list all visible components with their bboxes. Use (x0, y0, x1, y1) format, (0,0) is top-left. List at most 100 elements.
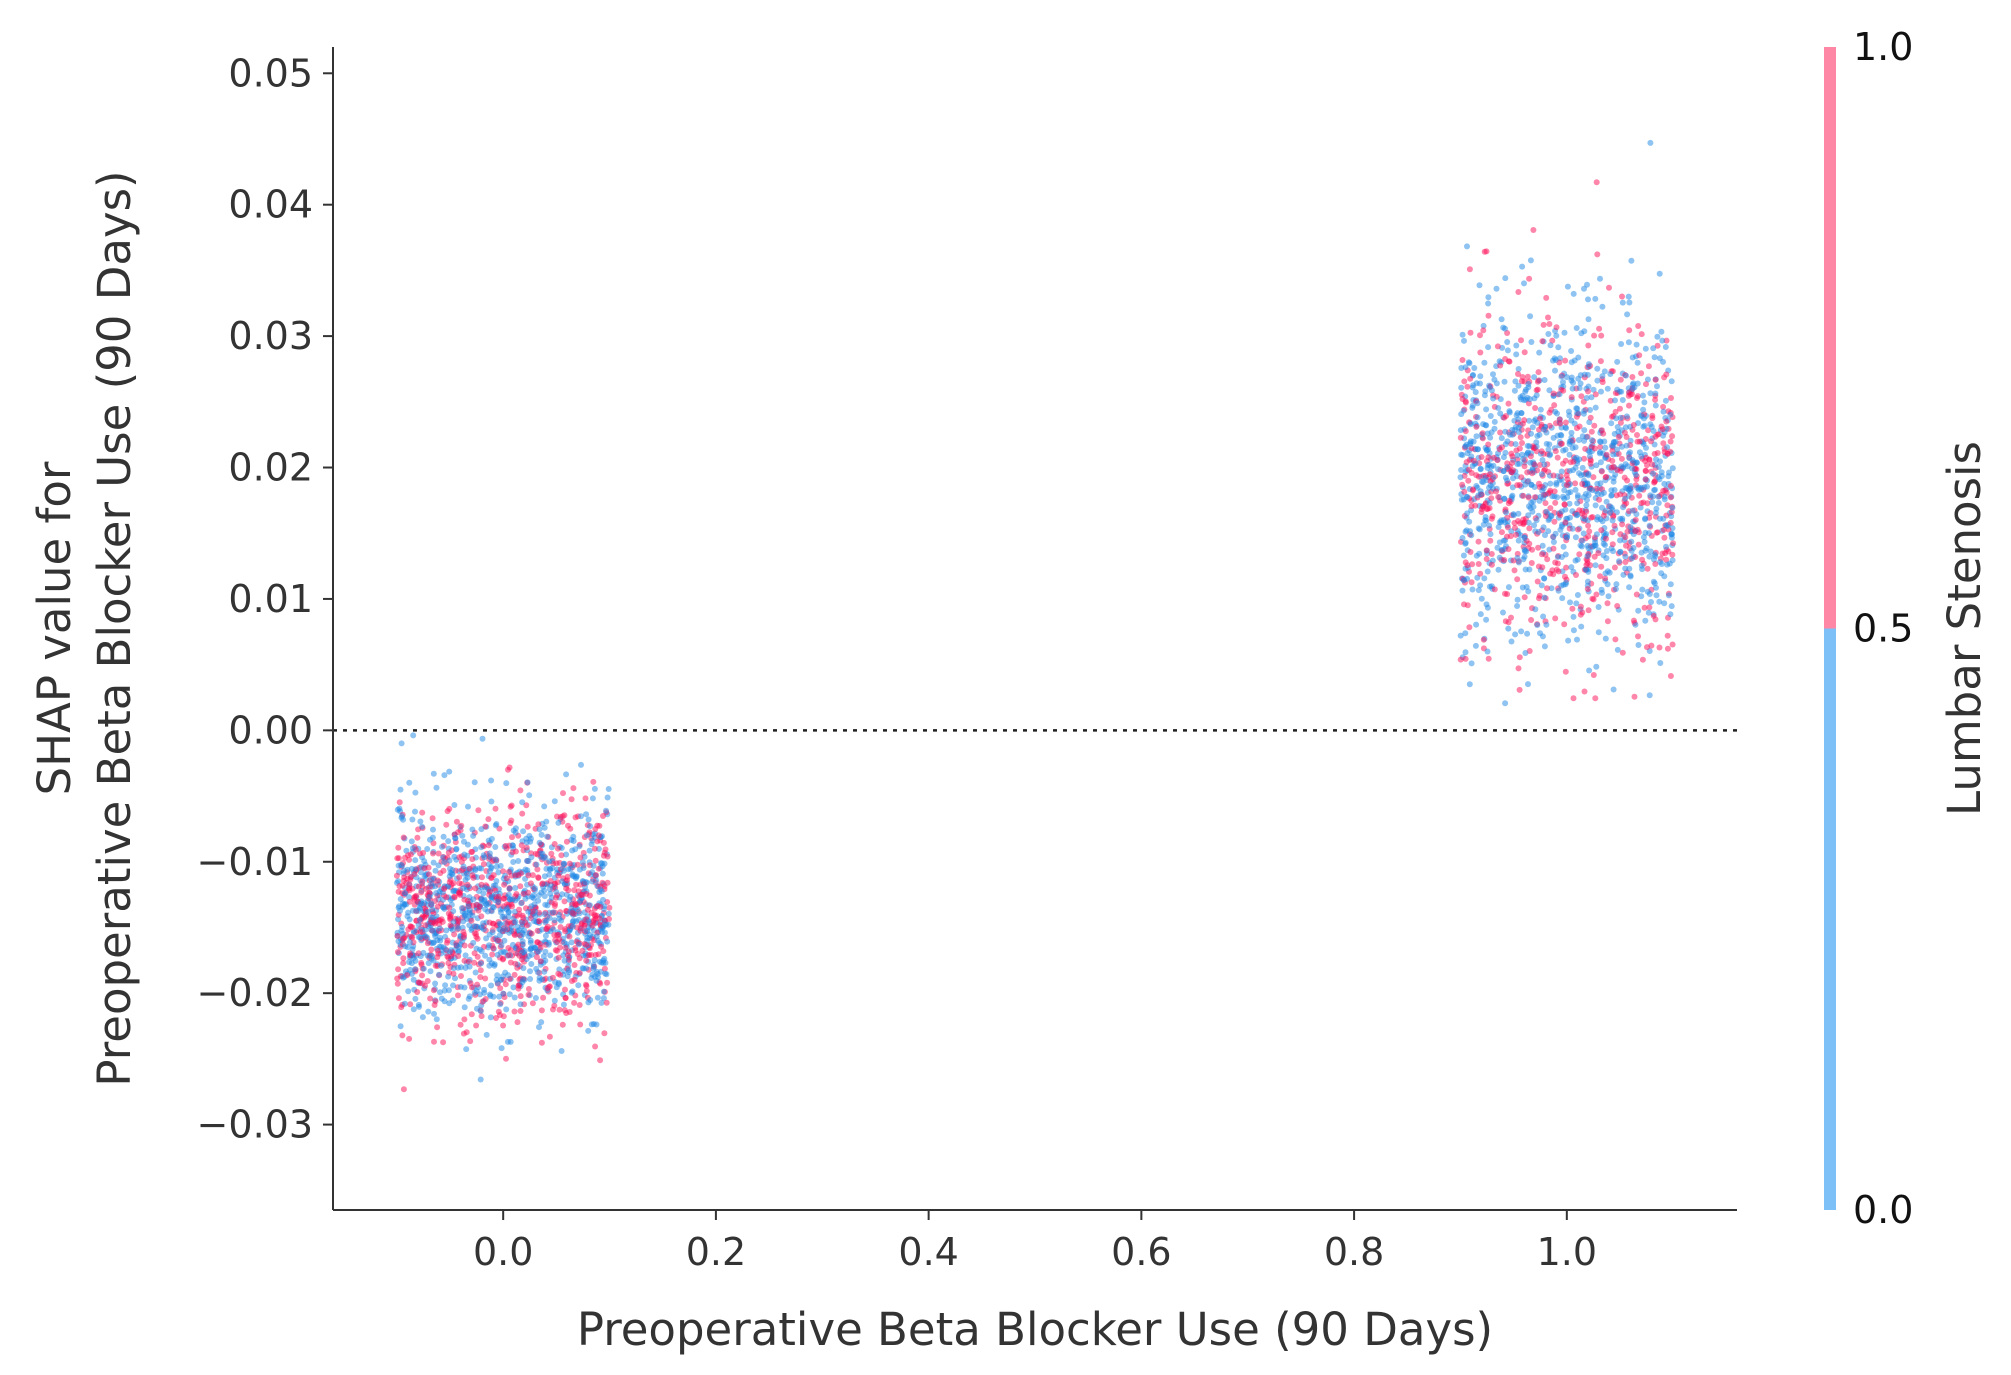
scatter-point (509, 941, 516, 948)
scatter-point (533, 861, 540, 868)
scatter-point (399, 930, 406, 937)
scatter-point (472, 885, 479, 892)
scatter-point (543, 917, 550, 924)
scatter-point (1495, 524, 1502, 530)
scatter-point (411, 871, 418, 878)
scatter-point (488, 798, 495, 805)
scatter-point (450, 970, 457, 977)
scatter-point (1659, 426, 1666, 433)
scatter-point (601, 860, 608, 867)
scatter-point (1598, 468, 1605, 475)
scatter-point (1562, 457, 1569, 464)
scatter-point (1668, 603, 1675, 610)
scatter-point (398, 861, 405, 868)
scatter-point (1552, 499, 1559, 506)
scatter-point (1652, 486, 1658, 493)
scatter-point (1655, 431, 1662, 438)
scatter-point (465, 803, 471, 810)
scatter-point (1473, 472, 1480, 479)
scatter-point (1632, 471, 1639, 478)
scatter-point (1627, 437, 1634, 444)
scatter-point (585, 816, 592, 823)
scatter-point (1619, 293, 1625, 300)
scatter-point (1570, 613, 1577, 620)
scatter-point (519, 938, 526, 945)
scatter-point (424, 846, 431, 852)
scatter-point (1609, 529, 1616, 536)
scatter-point (1471, 365, 1478, 371)
scatter-point (582, 795, 589, 802)
scatter-point (1669, 465, 1676, 472)
scatter-point (438, 995, 445, 1002)
scatter-point (517, 883, 524, 890)
scatter-point (1594, 480, 1601, 487)
scatter-point (573, 881, 580, 888)
scatter-point (558, 852, 565, 859)
scatter-point (1483, 547, 1490, 554)
scatter-point (1495, 466, 1502, 473)
scatter-point (601, 1030, 608, 1037)
scatter-point (1654, 529, 1661, 536)
scatter-point (461, 957, 468, 964)
scatter-point (439, 843, 445, 850)
scatter-point (531, 901, 538, 908)
scatter-point (579, 947, 586, 954)
scatter-point (509, 903, 515, 910)
scatter-point (1567, 489, 1574, 496)
scatter-point (1563, 425, 1569, 432)
scatter-point (453, 845, 460, 852)
scatter-point (1603, 531, 1610, 537)
scatter-point (1466, 681, 1473, 688)
scatter-point (555, 981, 562, 988)
scatter-point (1645, 427, 1652, 434)
scatter-point (1540, 426, 1547, 433)
scatter-point (591, 957, 598, 964)
scatter-point (409, 924, 416, 931)
scatter-point (1651, 580, 1658, 587)
scatter-point (1519, 440, 1525, 446)
scatter-point (1524, 373, 1531, 380)
scatter-point (1561, 495, 1568, 502)
scatter-point (1546, 321, 1553, 327)
scatter-point (522, 866, 529, 873)
scatter-point (1638, 500, 1645, 507)
scatter-point (575, 982, 582, 989)
scatter-point (551, 798, 558, 805)
scatter-point (1515, 382, 1522, 389)
scatter-point (446, 949, 453, 955)
scatter-point (394, 949, 401, 955)
scatter-point (406, 939, 413, 946)
scatter-point (1647, 510, 1654, 517)
scatter-point (1574, 500, 1581, 507)
scatter-point (1564, 283, 1571, 290)
scatter-point (435, 862, 442, 869)
scatter-point (1644, 376, 1651, 383)
scatter-point (538, 831, 545, 838)
scatter-point (1664, 450, 1671, 457)
scatter-point (1653, 592, 1660, 599)
scatter-point (1603, 535, 1609, 542)
scatter-point (498, 1045, 505, 1052)
scatter-point (566, 933, 573, 940)
scatter-point (1462, 539, 1469, 546)
scatter-point (562, 986, 568, 993)
scatter-point (1567, 459, 1574, 466)
scatter-point (1590, 543, 1597, 550)
scatter-point (1622, 534, 1629, 541)
scatter-point (1576, 456, 1583, 463)
scatter-point (434, 947, 441, 954)
scatter-point (1606, 510, 1613, 516)
scatter-point (431, 1002, 438, 1008)
scatter-point (1554, 554, 1561, 560)
scatter-point (1528, 481, 1535, 488)
scatter-point (1597, 573, 1603, 580)
scatter-point (437, 989, 443, 996)
scatter-point (1585, 472, 1592, 479)
scatter-point (519, 979, 526, 986)
scatter-point (1614, 467, 1621, 473)
scatter-point (1657, 660, 1664, 666)
scatter-point (1638, 549, 1645, 556)
scatter-point (594, 838, 601, 845)
scatter-point (1574, 425, 1580, 432)
scatter-point (1561, 487, 1568, 494)
